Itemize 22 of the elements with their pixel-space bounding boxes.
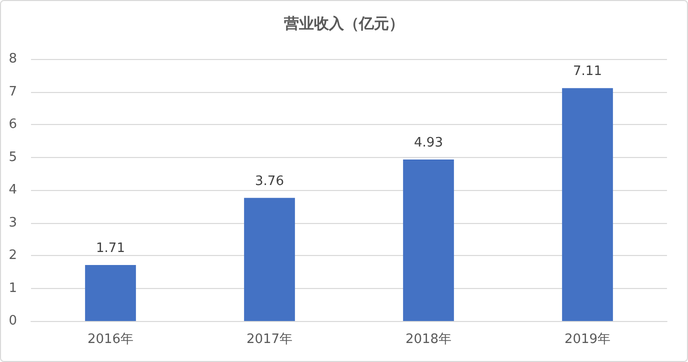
- x-tick-label: 2019年: [564, 332, 611, 347]
- y-tick-label: 3: [8, 215, 17, 230]
- y-tick-label: 1: [8, 280, 17, 296]
- x-tick-label: 2018年: [405, 332, 452, 347]
- y-tick-label: 4: [8, 182, 17, 198]
- y-tick-label: 7: [8, 84, 17, 100]
- data-label: 1.71: [96, 240, 125, 256]
- bar: [562, 88, 613, 321]
- bar: [244, 198, 295, 321]
- x-tick-label: 2017年: [246, 332, 293, 347]
- data-label: 3.76: [255, 174, 284, 189]
- y-tick-label: 6: [8, 117, 17, 132]
- y-tick-label: 0: [8, 314, 17, 328]
- chart-title: 营业收入（亿元）: [283, 14, 404, 32]
- data-label: 4.93: [414, 136, 443, 151]
- y-tick-label: 2: [8, 248, 17, 263]
- data-label: 7.11: [573, 64, 602, 80]
- bar: [85, 265, 136, 321]
- bar: [403, 160, 454, 321]
- y-tick-label: 8: [8, 52, 17, 66]
- x-tick-label: 2016年: [87, 332, 134, 347]
- y-tick-label: 5: [8, 150, 17, 165]
